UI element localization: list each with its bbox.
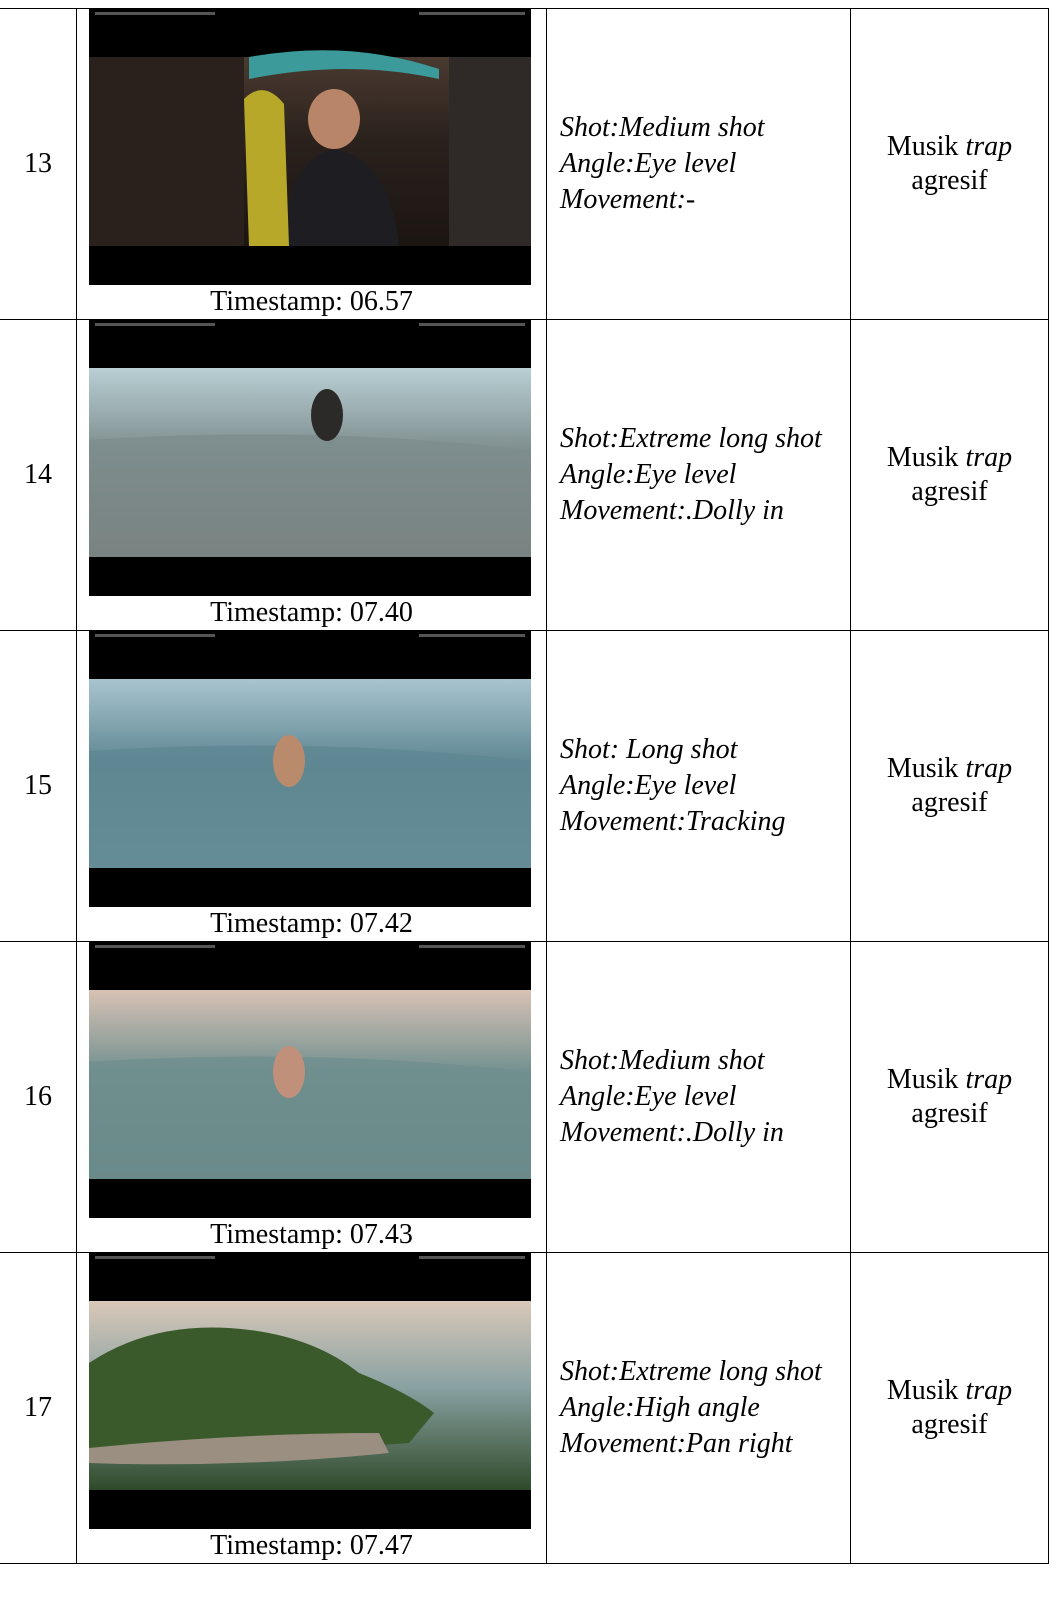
shot-description: Shot:Extreme long shot Angle:High angle Mo… (546, 1252, 851, 1564)
table-row: 13 Timestamp: 06.57 Shot:Medium shot Angle:… (0, 8, 1049, 320)
shot-cell: Timestamp: 07.42 (76, 630, 547, 942)
description-line: Movement:- (560, 184, 696, 215)
row-number: 17 (0, 1252, 77, 1564)
timestamp: Timestamp: 07.47 (210, 1530, 413, 1561)
table-row: 16 Timestamp: 07.43 Shot:Medium shot Angle:… (0, 941, 1049, 1253)
description-line: Shot:Medium shot (560, 112, 765, 143)
music-word: agresif (911, 476, 988, 507)
shot-description: Shot:Extreme long shot Angle:Eye level Mov… (546, 319, 851, 631)
description-line: Movement:Tracking (560, 806, 786, 837)
music-cell: Musik trap agresif (850, 630, 1049, 942)
row-number: 16 (0, 941, 77, 1253)
music-genre: trap (965, 1064, 1013, 1095)
music-word: Musik (886, 442, 959, 473)
video-frame (89, 1253, 531, 1529)
description-line: Shot: Long shot (560, 734, 738, 765)
shot-cell: Timestamp: 07.43 (76, 941, 547, 1253)
shot-cell: Timestamp: 07.47 (76, 1252, 547, 1564)
description-line: Movement:.Dolly in (560, 495, 784, 526)
music-word: Musik (886, 753, 959, 784)
music-word: agresif (911, 1098, 988, 1129)
table-row: 15 Timestamp: 07.42 Shot: Long shot Angle:E… (0, 630, 1049, 942)
timestamp: Timestamp: 06.57 (210, 286, 413, 317)
description-line: Shot:Medium shot (560, 1045, 765, 1076)
description-line: Angle:Eye level (560, 459, 737, 490)
row-number: 13 (0, 8, 77, 320)
timestamp: Timestamp: 07.42 (210, 908, 413, 939)
shot-cell: Timestamp: 07.40 (76, 319, 547, 631)
description-line: Angle:Eye level (560, 1081, 737, 1112)
video-frame (89, 631, 531, 907)
music-word: Musik (886, 1064, 959, 1095)
video-frame (89, 942, 531, 1218)
shot-description: Shot:Medium shot Angle:Eye level Movement:… (546, 941, 851, 1253)
description-line: Movement:.Dolly in (560, 1117, 784, 1148)
shot-cell: Timestamp: 06.57 (76, 8, 547, 320)
video-frame (89, 320, 531, 596)
music-genre: trap (965, 442, 1013, 473)
music-word: Musik (886, 1375, 959, 1406)
music-genre: trap (965, 1375, 1013, 1406)
table-row: 17 Timestamp: 07.47 Shot:Extreme long shot… (0, 1252, 1049, 1564)
description-line: Movement:Pan right (560, 1428, 793, 1459)
timestamp: Timestamp: 07.40 (210, 597, 413, 628)
description-line: Shot:Extreme long shot (560, 1356, 822, 1387)
shot-description: Shot:Medium shot Angle:Eye level Movement:… (546, 8, 851, 320)
description-line: Angle:High angle (560, 1392, 760, 1423)
row-number: 15 (0, 630, 77, 942)
music-word: agresif (911, 787, 988, 818)
music-cell: Musik trap agresif (850, 319, 1049, 631)
music-cell: Musik trap agresif (850, 8, 1049, 320)
music-word: Musik (886, 131, 959, 162)
table-row: 14 Timestamp: 07.40 Shot:Extreme long shot… (0, 319, 1049, 631)
description-line: Shot:Extreme long shot (560, 423, 822, 454)
video-frame (89, 9, 531, 285)
music-genre: trap (965, 753, 1013, 784)
timestamp: Timestamp: 07.43 (210, 1219, 413, 1250)
music-cell: Musik trap agresif (850, 941, 1049, 1253)
row-number: 14 (0, 319, 77, 631)
description-line: Angle:Eye level (560, 770, 737, 801)
shot-description: Shot: Long shot Angle:Eye level Movement:T… (546, 630, 851, 942)
music-word: agresif (911, 1409, 988, 1440)
description-line: Angle:Eye level (560, 148, 737, 179)
music-word: agresif (911, 165, 988, 196)
shot-table: 13 Timestamp: 06.57 Shot:Medium shot Angle:… (0, 8, 1049, 1564)
music-cell: Musik trap agresif (850, 1252, 1049, 1564)
music-genre: trap (965, 131, 1013, 162)
